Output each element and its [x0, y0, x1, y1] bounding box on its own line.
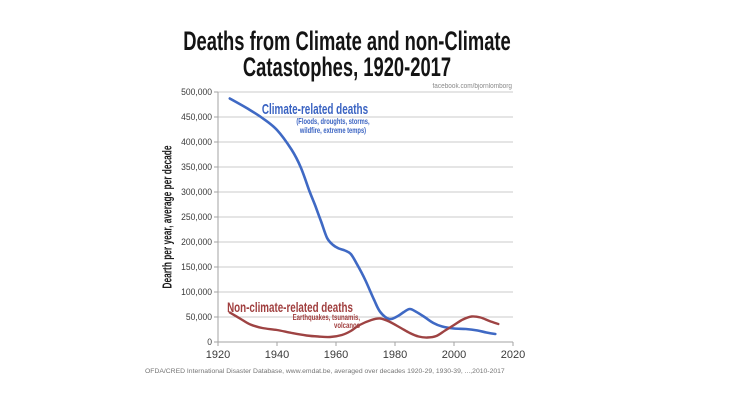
chart-title: Deaths from Climate and non-Climate Cata… — [0, 26, 694, 82]
climate-sublabel-line2: wildfire, extreme temps) — [299, 125, 367, 135]
chart-title-line1: Deaths from Climate and non-Climate — [183, 26, 511, 56]
non-climate-series-label: Non-climate-related deaths — [227, 299, 353, 315]
y-tick-label: 400,000 — [181, 137, 212, 148]
y-tick-label: 200,000 — [181, 237, 212, 248]
y-tick-label: 250,000 — [181, 212, 212, 223]
climate-series-label: Climate-related deaths — [261, 101, 369, 118]
non-climate-series-sublabel: Earthquakes, tsunamis, volcanos — [285, 313, 360, 330]
non-climate-line — [228, 311, 500, 339]
credit-text: facebook.com/bjornlomborg — [432, 83, 512, 90]
y-tick-label: 350,000 — [181, 162, 212, 173]
x-tick-label: 1920 — [206, 349, 230, 361]
x-tick-label: 1960 — [324, 349, 348, 361]
y-tick-label: 450,000 — [181, 112, 212, 123]
x-tick-label: 2020 — [501, 349, 525, 361]
non-climate-sublabel-line1: Earthquakes, tsunamis, — [292, 313, 360, 322]
source-footnote: OFDA/CRED International Disaster Databas… — [145, 368, 505, 375]
x-tick-label: 1980 — [383, 349, 407, 361]
x-tick-label: 1940 — [265, 349, 289, 361]
y-tick-label: 500,000 — [181, 87, 212, 98]
y-tick-label: 50,000 — [186, 312, 212, 323]
climate-series-sublabel: (Floods, droughts, storms, wildfire, ext… — [265, 117, 401, 135]
y-tick-label: 150,000 — [181, 262, 212, 273]
x-tick-label: 2000 — [442, 349, 466, 361]
y-tick-label: 300,000 — [181, 187, 212, 198]
climate-sublabel-line1: (Floods, droughts, storms, — [296, 116, 370, 126]
y-tick-label: 0 — [207, 337, 212, 348]
y-tick-label: 100,000 — [181, 287, 212, 298]
chart-title-line2: Catastophes, 1920-2017 — [242, 52, 452, 82]
non-climate-sublabel-line2: volcanos — [333, 320, 360, 330]
climate-line — [228, 97, 497, 336]
